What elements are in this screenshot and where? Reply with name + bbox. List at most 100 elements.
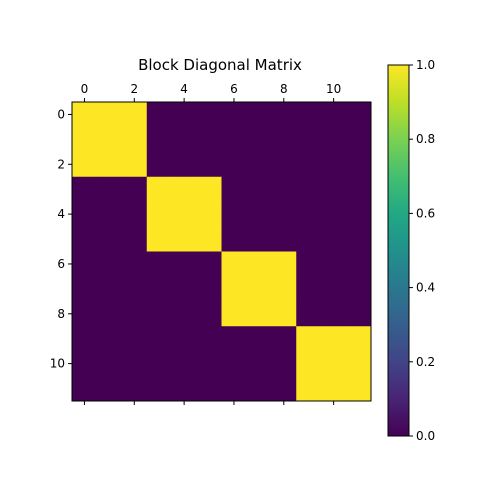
heatmap-cells	[72, 102, 372, 402]
heatmap-cell	[296, 376, 322, 402]
heatmap-cell	[246, 326, 272, 352]
heatmap-cell	[196, 376, 222, 402]
heatmap-cell	[146, 301, 173, 327]
y-tick-label: 10	[50, 357, 65, 371]
heatmap-cell	[246, 102, 272, 128]
heatmap-cell	[346, 201, 372, 227]
heatmap-cell	[271, 201, 297, 227]
heatmap-cell	[221, 151, 247, 178]
heatmap-cell	[146, 126, 173, 153]
heatmap-cell	[321, 276, 347, 302]
y-tick-label: 8	[57, 307, 65, 321]
heatmap-cell	[271, 226, 297, 252]
heatmap-cell	[121, 151, 148, 178]
heatmap-cell	[72, 251, 98, 277]
colorbar-axis: 0.0 0.2 0.4 0.6 0.8 1.0	[409, 58, 435, 443]
heatmap-cell	[221, 201, 247, 227]
heatmap-cell	[271, 351, 297, 377]
heatmap-cell	[196, 126, 222, 153]
x-tick-label: 6	[230, 82, 238, 96]
heatmap-cell	[246, 276, 272, 302]
colorbar-tick-label: 1.0	[416, 58, 435, 72]
heatmap-cell	[121, 326, 148, 352]
heatmap-cell	[246, 301, 272, 327]
heatmap-cell	[246, 201, 272, 227]
heatmap-cell	[96, 301, 123, 327]
heatmap-cell	[296, 201, 322, 227]
heatmap-cell	[72, 276, 98, 302]
heatmap-cell	[346, 251, 372, 277]
heatmap-cell	[146, 176, 173, 203]
y-tick-label: 0	[57, 107, 65, 121]
heatmap-cell	[221, 251, 247, 277]
heatmap-cell	[96, 226, 123, 252]
y-axis: 0 2 4 6 8 10	[50, 107, 72, 371]
y-tick-label: 4	[57, 207, 65, 221]
x-tick-label: 4	[180, 82, 188, 96]
heatmap-cell	[121, 176, 148, 203]
heatmap-cell	[72, 126, 98, 153]
heatmap-cell	[121, 301, 148, 327]
colorbar-tick-label: 0.4	[416, 281, 435, 295]
heatmap-cell	[296, 226, 322, 252]
heatmap-cell	[296, 151, 322, 178]
heatmap-cell	[171, 376, 197, 402]
heatmap-cell	[121, 376, 148, 402]
heatmap-cell	[121, 251, 148, 277]
heatmap-cell	[121, 102, 148, 128]
heatmap-cell	[321, 102, 347, 128]
heatmap-cell	[321, 126, 347, 153]
heatmap-cell	[296, 326, 322, 352]
heatmap-cell	[196, 326, 222, 352]
heatmap-cell	[321, 151, 347, 178]
heatmap-cell	[72, 151, 98, 178]
heatmap-cell	[72, 201, 98, 227]
heatmap-cell	[321, 326, 347, 352]
colorbar-gradient	[388, 65, 409, 436]
heatmap-cell	[96, 151, 123, 178]
heatmap-cell	[96, 326, 123, 352]
heatmap-cell	[121, 201, 148, 227]
heatmap-cell	[121, 226, 148, 252]
heatmap-cell	[271, 176, 297, 203]
heatmap-cell	[246, 126, 272, 153]
heatmap-cell	[171, 301, 197, 327]
heatmap-cell	[221, 126, 247, 153]
heatmap-cell	[146, 151, 173, 178]
heatmap-cell	[346, 376, 372, 402]
heatmap-cell	[246, 251, 272, 277]
heatmap-cell	[171, 102, 197, 128]
heatmap-cell	[246, 376, 272, 402]
heatmap-cell	[171, 151, 197, 178]
heatmap-cell	[146, 251, 173, 277]
heatmap-cell	[321, 226, 347, 252]
heatmap-cell	[96, 102, 123, 128]
heatmap-cell	[271, 126, 297, 153]
heatmap-cell	[221, 326, 247, 352]
heatmap-cell	[221, 102, 247, 128]
heatmap-cell	[121, 351, 148, 377]
heatmap-cell	[271, 376, 297, 402]
y-tick-label: 2	[57, 157, 65, 171]
heatmap-cell	[346, 151, 372, 178]
heatmap-cell	[346, 176, 372, 203]
x-axis: 0 2 4 6 8 10	[81, 82, 341, 405]
y-tick-label: 6	[57, 257, 65, 271]
heatmap-cell	[271, 102, 297, 128]
heatmap-cell	[96, 201, 123, 227]
heatmap-cell	[196, 276, 222, 302]
x-tick-label: 8	[280, 82, 288, 96]
x-tick-label: 2	[130, 82, 138, 96]
heatmap-cell	[246, 151, 272, 178]
heatmap-cell	[171, 351, 197, 377]
heatmap-cell	[296, 276, 322, 302]
heatmap-cell	[96, 376, 123, 402]
heatmap-cell	[246, 351, 272, 377]
heatmap-cell	[146, 102, 173, 128]
heatmap-cell	[96, 176, 123, 203]
heatmap-cell	[246, 226, 272, 252]
heatmap-cell	[171, 176, 197, 203]
colorbar-tick-label: 0.2	[416, 355, 435, 369]
heatmap-cell	[221, 351, 247, 377]
